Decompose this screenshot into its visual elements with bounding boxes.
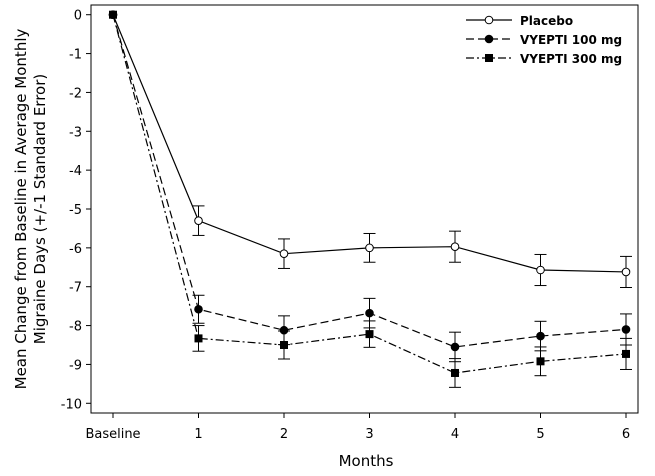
plot-frame [90, 4, 639, 414]
data-point [450, 342, 460, 352]
y-tick-label: -2 [69, 86, 82, 101]
data-point [194, 334, 203, 343]
legend-label: VYEPTI 300 mg [520, 52, 622, 66]
data-point [109, 10, 117, 19]
x-tick-label: 3 [365, 427, 373, 442]
data-point [622, 349, 630, 358]
x-tick-label: 4 [451, 427, 459, 442]
x-tick-label: 5 [536, 427, 544, 442]
data-point [536, 331, 545, 341]
data-point [280, 341, 288, 349]
x-tick-label: Baseline [85, 427, 140, 442]
data-point [279, 249, 289, 258]
x-tick-label: 6 [622, 427, 630, 442]
data-point [621, 325, 631, 334]
y-tick-label: -7 [69, 281, 82, 296]
y-tick-label: -5 [69, 203, 82, 218]
x-tick-label: 2 [280, 427, 288, 442]
legend-label: VYEPTI 100 mg [520, 33, 622, 47]
y-tick-label: -10 [61, 397, 82, 412]
y-tick-label: 0 [74, 9, 82, 24]
y-tick-label: -1 [69, 48, 82, 63]
y-tick-label: -8 [69, 320, 82, 335]
legend-marker [485, 54, 493, 62]
y-axis-title-line: Migraine Days (+/-1 Standard Error) [31, 74, 49, 344]
data-point [365, 243, 374, 253]
data-point [536, 265, 545, 275]
legend-marker [484, 34, 494, 44]
x-axis-title: Months [339, 452, 394, 470]
data-point [621, 267, 631, 277]
data-point [194, 216, 203, 225]
y-tick-label: -9 [69, 358, 82, 373]
x-tick-label: 1 [194, 427, 202, 442]
legend-label: Placebo [520, 14, 573, 28]
y-tick-label: -3 [69, 125, 82, 140]
y-axis-title: Mean Change from Baseline in Average Mon… [12, 29, 49, 390]
data-point [194, 304, 203, 314]
y-tick-label: -6 [69, 242, 82, 257]
data-point [536, 357, 545, 366]
data-point [450, 242, 460, 251]
data-point [365, 308, 374, 318]
y-axis-title-line: Mean Change from Baseline in Average Mon… [12, 29, 30, 390]
data-point [451, 368, 459, 377]
legend-marker [484, 15, 494, 25]
data-point [365, 330, 374, 339]
y-tick-label: -4 [69, 164, 82, 179]
